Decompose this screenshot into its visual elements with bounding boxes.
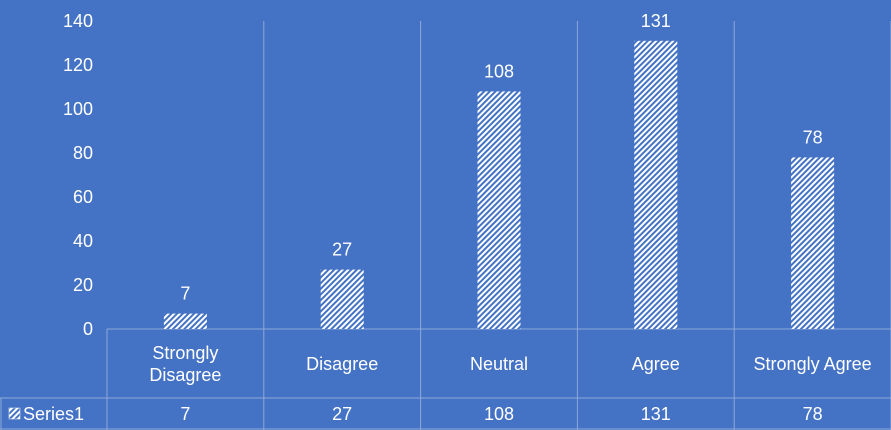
table-cell: 78 [803,404,823,424]
data-label: 78 [803,127,823,147]
y-tick-label: 140 [63,11,93,31]
category-label: Disagree [306,354,378,374]
y-tick-label: 0 [83,319,93,339]
y-tick-label: 100 [63,99,93,119]
data-labels: 7 27 108 131 78 [180,11,822,304]
y-tick-label: 40 [73,231,93,251]
bar-strongly-disagree [163,313,207,329]
bar-strongly-agree [791,157,835,329]
value-axis: 0 20 40 60 80 100 120 140 [63,11,93,339]
category-label: Strongly Disagree [149,343,221,385]
category-label: Strongly Agree [754,354,872,374]
data-label: 131 [641,11,671,31]
bar-agree [634,40,678,330]
data-label: 27 [332,240,352,260]
y-tick-label: 80 [73,143,93,163]
category-label: Neutral [470,354,528,374]
data-label: 108 [484,61,514,81]
table-cell: 7 [180,404,190,424]
category-label: Agree [632,354,680,374]
category-axis: Strongly Disagree Disagree Neutral Agree Stro… [149,343,871,385]
y-tick-label: 20 [73,275,93,295]
bar-disagree [320,269,364,329]
table-cell: 27 [332,404,352,424]
y-tick-label: 60 [73,187,93,207]
bar-series [163,40,835,330]
y-tick-label: 120 [63,55,93,75]
data-table: Series1 7 27 108 131 78 [0,397,891,430]
legend-key [8,407,21,420]
bar-neutral [477,91,521,330]
legend-series-name: Series1 [23,404,84,424]
data-label: 7 [180,284,190,304]
table-cell: 108 [484,404,514,424]
table-cell: 131 [641,404,671,424]
